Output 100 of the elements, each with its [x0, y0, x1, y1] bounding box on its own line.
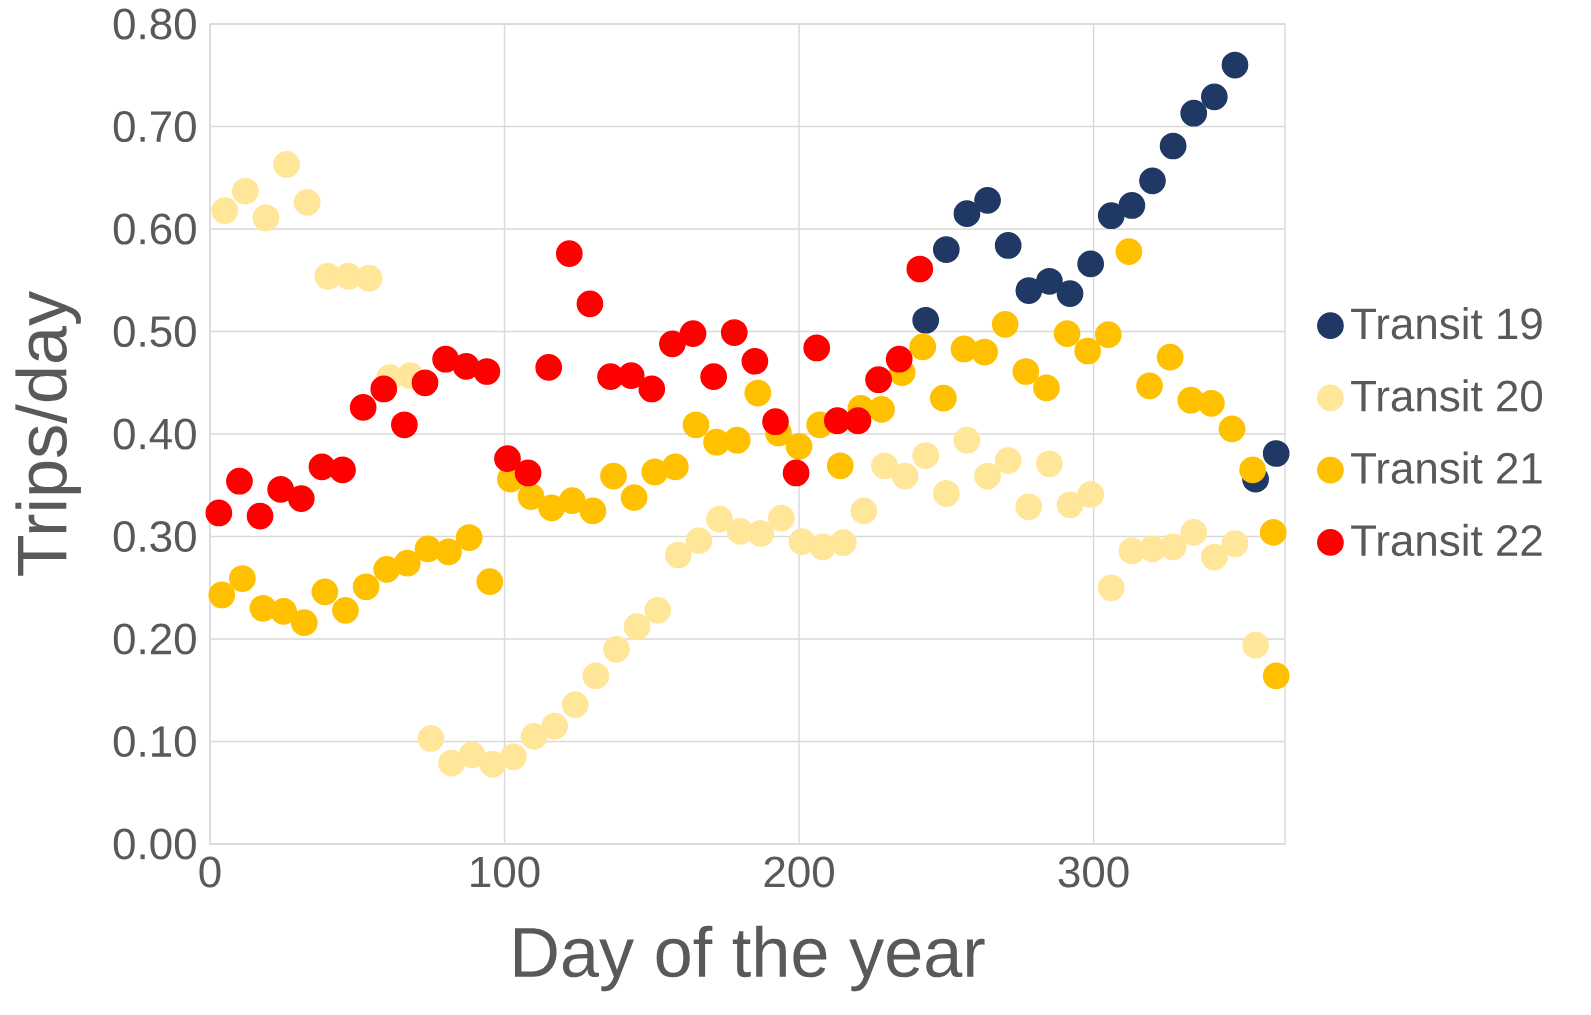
point: [1262, 440, 1290, 467]
point: [561, 691, 589, 718]
point: [229, 565, 256, 592]
point: [706, 505, 733, 533]
point: [352, 573, 380, 601]
legend-label: Transit 22: [1351, 523, 1542, 557]
point: [541, 712, 568, 740]
point: [514, 459, 542, 487]
point: [1077, 250, 1104, 278]
point: [520, 723, 548, 750]
point: [417, 725, 445, 752]
point: [617, 362, 645, 389]
point: [682, 411, 710, 439]
point: [768, 504, 795, 532]
point: [290, 609, 318, 636]
point: [411, 369, 439, 397]
point: [1242, 631, 1269, 659]
point: [1221, 530, 1249, 558]
point: [479, 750, 507, 778]
point: [600, 462, 627, 490]
point: [762, 408, 789, 436]
point: [1077, 481, 1104, 508]
point: [349, 394, 377, 421]
point: [1180, 519, 1208, 546]
point: [1097, 202, 1125, 230]
point: [747, 520, 775, 547]
point: [1221, 51, 1249, 79]
point: [932, 236, 960, 263]
x-tick-label: 200: [764, 856, 834, 888]
y-axis-title: Trips/day: [15, 290, 81, 576]
point: [458, 741, 486, 769]
y-tick-label: 0.50: [113, 316, 196, 348]
point: [953, 426, 981, 454]
point: [1139, 167, 1166, 195]
point: [1115, 238, 1143, 265]
point: [700, 363, 728, 390]
point: [623, 613, 651, 641]
point: [644, 596, 672, 624]
point: [1012, 358, 1040, 385]
point: [744, 379, 772, 407]
point: [803, 334, 831, 362]
y-tick-label: 0.80: [113, 8, 196, 40]
point: [723, 426, 751, 454]
point: [661, 453, 689, 481]
point: [909, 333, 937, 361]
point: [1156, 343, 1184, 371]
point: [912, 306, 940, 334]
point: [994, 447, 1022, 475]
point: [432, 345, 459, 373]
point: [741, 347, 769, 375]
point: [1036, 267, 1063, 295]
point: [885, 345, 913, 373]
point: [494, 445, 521, 472]
point: [953, 200, 981, 228]
point: [231, 177, 259, 205]
x-tick-label: 100: [471, 856, 540, 888]
point: [1056, 491, 1084, 519]
legend-label: Transit 21: [1351, 451, 1542, 484]
point: [1033, 374, 1060, 402]
point: [906, 255, 934, 283]
point: [252, 204, 280, 232]
point: [246, 502, 274, 530]
point: [679, 320, 707, 347]
point: [452, 353, 480, 380]
y-tick-label: 0.30: [113, 521, 196, 553]
point: [865, 366, 892, 394]
point: [974, 186, 1001, 214]
point: [868, 396, 895, 423]
point: [1198, 389, 1225, 417]
point: [1159, 533, 1187, 561]
point: [208, 581, 236, 609]
point: [659, 330, 686, 358]
point: [538, 494, 566, 522]
point: [991, 311, 1019, 338]
point: [270, 597, 297, 625]
point: [579, 497, 607, 525]
point: [620, 484, 648, 511]
point: [871, 452, 898, 480]
point: [974, 462, 1001, 490]
point: [558, 487, 586, 515]
point: [1015, 277, 1043, 304]
point: [205, 499, 233, 527]
legend-label: Transit 20: [1351, 379, 1543, 412]
point: [971, 338, 998, 366]
point: [473, 358, 501, 385]
y-tick-label: 0.40: [113, 418, 196, 450]
point: [891, 462, 919, 490]
point: [373, 555, 401, 583]
point: [930, 384, 957, 412]
y-tick-label: 0.00: [113, 828, 196, 860]
point: [287, 485, 315, 512]
point: [311, 578, 339, 606]
y-tick-label: 0.10: [113, 726, 196, 758]
point: [638, 375, 666, 403]
point: [664, 541, 692, 569]
point: [685, 527, 713, 554]
point: [1094, 321, 1122, 348]
point: [391, 411, 418, 439]
point: [1036, 450, 1063, 478]
point: [844, 407, 872, 435]
